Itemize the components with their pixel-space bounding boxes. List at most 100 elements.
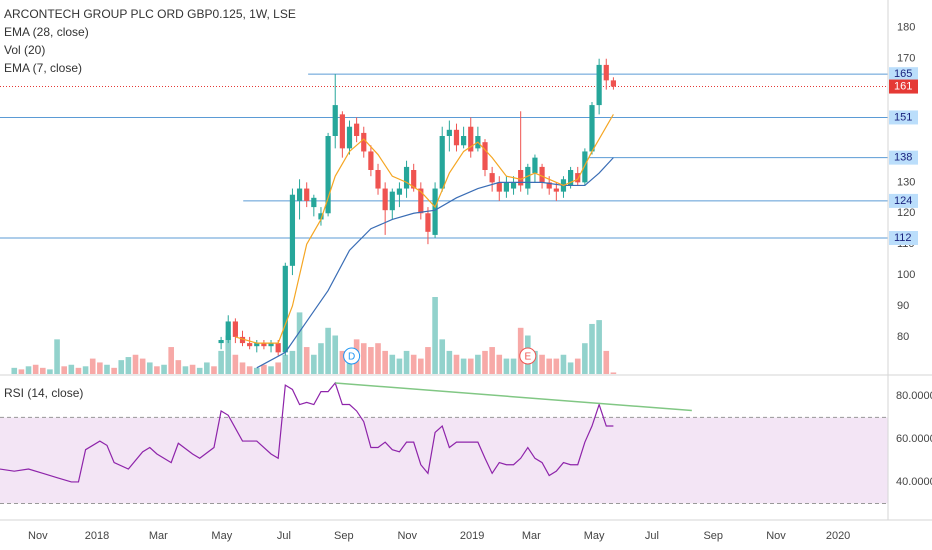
volume-bar xyxy=(61,366,67,374)
candle-body xyxy=(610,80,616,87)
volume-bar xyxy=(25,366,32,374)
volume-bar xyxy=(375,343,381,374)
volume-bar xyxy=(11,367,18,374)
volume-bar xyxy=(132,354,139,374)
volume-bar xyxy=(118,360,125,374)
price-label: 151 xyxy=(894,111,912,123)
volume-bar xyxy=(196,367,203,374)
candle-body xyxy=(603,64,609,81)
volume-bar xyxy=(475,354,481,374)
candle-body xyxy=(518,170,524,186)
x-tick-label: Mar xyxy=(522,530,541,542)
y-tick-label: 130 xyxy=(897,176,915,188)
rsi-line xyxy=(0,381,614,483)
volume-bar xyxy=(47,369,53,374)
volume-bar xyxy=(268,366,274,374)
event-label: E xyxy=(524,352,531,363)
candle-body xyxy=(553,188,559,192)
volume-bar xyxy=(553,358,560,374)
candle-body xyxy=(453,129,460,146)
candle-body xyxy=(418,188,424,214)
plot-layer xyxy=(0,58,888,504)
y-tick-label: 170 xyxy=(897,53,915,65)
volume-bar xyxy=(282,354,289,374)
candle-body xyxy=(496,182,502,192)
candle-body xyxy=(239,336,246,344)
volume-bar xyxy=(460,358,467,374)
volume-bar xyxy=(68,364,75,374)
candle-body xyxy=(589,105,595,152)
candle-body xyxy=(510,182,517,189)
volume-bar xyxy=(311,354,317,374)
x-tick-label: Mar xyxy=(149,530,168,542)
volume-bar xyxy=(339,350,346,374)
volume-bar xyxy=(403,350,410,374)
x-tick-label: 2020 xyxy=(826,530,850,542)
volume-bar xyxy=(139,358,146,374)
x-tick-label: May xyxy=(584,530,605,542)
candle-body xyxy=(525,166,531,189)
candle-body xyxy=(346,126,353,149)
candle-body xyxy=(411,170,417,189)
volume-bar xyxy=(382,350,388,374)
volume-bar xyxy=(18,369,25,374)
y-tick-label: 100 xyxy=(897,269,915,281)
volume-bar xyxy=(560,354,567,374)
x-tick-label: Sep xyxy=(703,530,723,542)
candle-body xyxy=(596,64,602,106)
legend-entry: RSI (14, close) xyxy=(4,386,83,400)
volume-bar xyxy=(582,343,588,374)
price-label: 112 xyxy=(894,232,912,244)
candle-body xyxy=(232,321,238,337)
volume-bar xyxy=(111,367,117,374)
y-tick-label: 80.0000 xyxy=(896,390,932,402)
volume-bar xyxy=(232,354,239,374)
volume-bar xyxy=(204,362,210,374)
candle-body xyxy=(332,105,338,136)
candle-body xyxy=(368,151,374,170)
volume-bar xyxy=(97,362,103,374)
volume-bar xyxy=(410,354,417,374)
volume-bar xyxy=(425,347,431,374)
volume-bar xyxy=(396,358,403,374)
candle-body xyxy=(296,188,303,201)
candle-body xyxy=(289,194,296,266)
legend-entry: Vol (20) xyxy=(4,43,45,57)
price-label-bg xyxy=(889,231,918,245)
volume-bar xyxy=(510,358,517,374)
chart-title: ARCONTECH GROUP PLC ORD GBP0.125, 1W, LS… xyxy=(4,7,296,21)
volume-bar xyxy=(346,354,353,374)
last-price-label: 161 xyxy=(894,80,912,92)
volume-bar xyxy=(489,347,495,374)
candle-body xyxy=(261,343,267,347)
event-marker xyxy=(343,347,361,365)
x-tick-label: Nov xyxy=(28,530,48,542)
ema-line xyxy=(235,114,614,344)
price-label-bg xyxy=(889,67,918,82)
candle-body xyxy=(247,343,253,347)
legend-entry: EMA (7, close) xyxy=(4,61,82,75)
volume-bar xyxy=(496,354,503,374)
candle-body xyxy=(361,132,367,152)
x-tick-label: Nov xyxy=(766,530,786,542)
candle-body xyxy=(489,173,495,183)
volume-bar xyxy=(532,350,538,374)
volume-bar xyxy=(168,347,174,374)
price-label-bg xyxy=(889,150,918,165)
candle-body xyxy=(446,129,452,136)
y-tick-label: 180 xyxy=(897,22,915,34)
candle-body xyxy=(268,343,274,347)
volume-bar xyxy=(432,297,438,374)
volume-bar xyxy=(261,364,267,374)
volume-bar xyxy=(439,339,446,374)
volume-bar xyxy=(332,335,339,374)
volume-bar xyxy=(182,366,189,374)
candle-body xyxy=(389,191,395,211)
y-tick-label: 80 xyxy=(897,331,909,343)
ema-line xyxy=(256,157,614,369)
candle-body xyxy=(439,136,445,189)
volume-bar xyxy=(39,367,46,374)
candle-body xyxy=(218,340,224,344)
trend-line xyxy=(335,382,692,412)
